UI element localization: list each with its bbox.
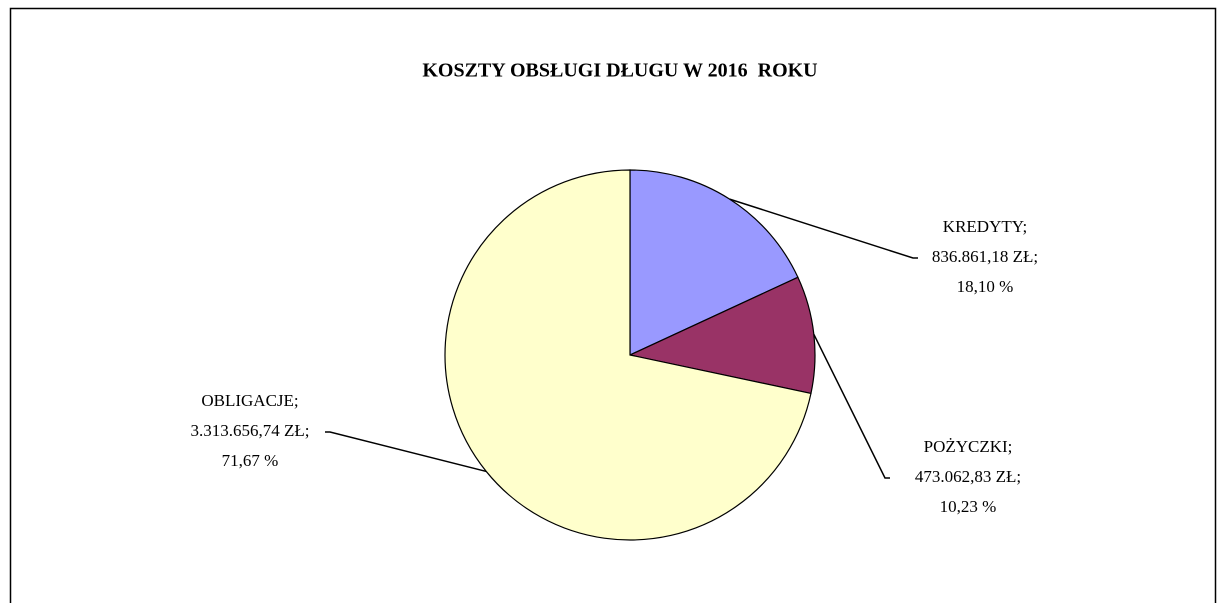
data-label-value: 3.313.656,74 ZŁ; bbox=[191, 421, 310, 440]
data-label-category: POŻYCZKI; bbox=[924, 437, 1013, 456]
data-label-percent: 18,10 % bbox=[957, 277, 1014, 296]
data-label-value: 473.062,83 ZŁ; bbox=[915, 467, 1021, 486]
data-label-percent: 71,67 % bbox=[222, 451, 279, 470]
chart-title: KOSZTY OBSŁUGI DŁUGU W 2016 ROKU bbox=[422, 60, 817, 82]
data-label-percent: 10,23 % bbox=[940, 497, 997, 516]
data-label-category: OBLIGACJE; bbox=[201, 391, 298, 410]
chart-border bbox=[9, 7, 1217, 603]
data-label-value: 836.861,18 ZŁ; bbox=[932, 247, 1038, 266]
pie-slice bbox=[629, 169, 799, 356]
data-label-category: KREDYTY; bbox=[943, 217, 1027, 236]
leader-line bbox=[813, 333, 890, 479]
leader-line bbox=[325, 431, 487, 473]
leader-line bbox=[729, 198, 918, 259]
